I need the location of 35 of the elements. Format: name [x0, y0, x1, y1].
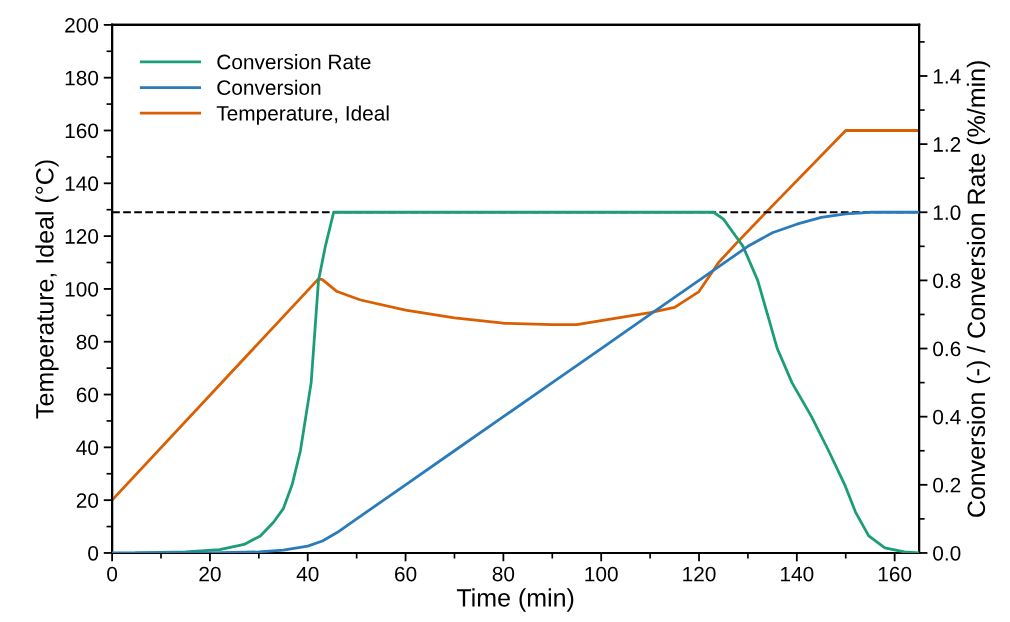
y2-tick-label: 1.4 — [933, 69, 961, 84]
y-tick-label: 160 — [65, 123, 99, 139]
line-series — [112, 129, 920, 502]
y2-tick-label: 0.6 — [933, 341, 961, 357]
y-tick-label: 60 — [76, 387, 99, 403]
x-tick-label: 40 — [296, 566, 319, 582]
y-tick-label: 0 — [88, 545, 99, 561]
y-tick-label: 20 — [76, 493, 99, 508]
y-tick-label: 40 — [76, 440, 99, 456]
y2-tick-label: 0.8 — [933, 273, 961, 289]
x-tick-label: 120 — [683, 566, 716, 582]
x-axis-title: Time (min) — [456, 588, 574, 612]
x-tick-label: 20 — [199, 566, 221, 582]
y-tick-label: 200 — [65, 17, 99, 33]
legend-label: Conversion Rate — [217, 54, 371, 70]
legend-label: Conversion — [217, 79, 321, 96]
y-tick-label: 140 — [65, 176, 99, 192]
x-tick-label: 80 — [492, 566, 515, 582]
y2-tick-label: 1.2 — [933, 137, 961, 152]
y-tick-label: 180 — [65, 70, 99, 86]
y2-tick-label: 0.2 — [933, 477, 961, 493]
y2-tick-label: 0.4 — [933, 409, 961, 425]
x-tick-label: 160 — [878, 566, 912, 582]
y-axis-title: Temperature, Ideal (°C) — [35, 160, 59, 419]
y2-tick-label: 1.0 — [933, 205, 961, 221]
y2-axis-title: Conversion (-) / Conversion Rate (%/min) — [966, 61, 991, 517]
legend-label: Temperature, Ideal — [216, 105, 389, 125]
x-tick-label: 140 — [781, 566, 814, 582]
y-tick-label: 80 — [76, 334, 99, 350]
x-tick-label: 100 — [585, 566, 618, 582]
y-tick-label: 120 — [65, 229, 99, 244]
x-tick-label: 60 — [395, 566, 417, 582]
y-tick-label: 100 — [65, 281, 99, 297]
x-tick-label: 0 — [107, 566, 118, 582]
y2-tick-label: 0.0 — [933, 545, 961, 561]
